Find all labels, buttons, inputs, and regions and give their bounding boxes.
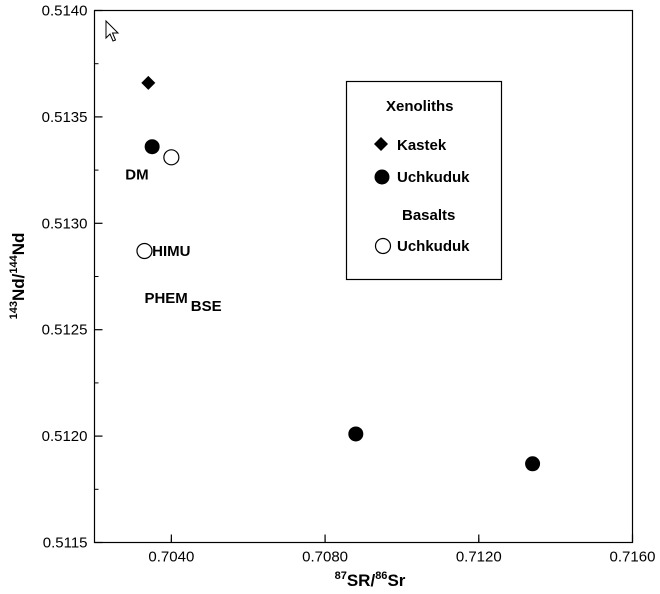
annotation-phem: PHEM BSE — [144, 290, 221, 315]
uchkuduk-xenolith-point — [525, 456, 541, 472]
y-title-sup2: 144 — [8, 254, 20, 273]
x-axis-ticks: 0.7040 0.7080 0.7120 0.7160 — [148, 534, 656, 566]
annotation-dm: DM — [125, 166, 148, 183]
uchkuduk-basalt-point — [163, 149, 180, 166]
uchkuduk-xenolith-point — [348, 426, 364, 442]
legend-open-circle-marker — [374, 237, 392, 255]
x-tick-label: 0.7080 — [302, 549, 348, 566]
annotation-himu: HIMU — [152, 243, 190, 260]
legend-diamond-marker — [374, 137, 388, 151]
y-title-sup1: 143 — [8, 301, 20, 319]
data-points — [136, 75, 541, 472]
legend-entry-kastek: Kastek — [397, 137, 447, 154]
legend-group-title-basalts: Basalts — [402, 207, 455, 224]
x-title-main2: Sr — [387, 571, 405, 590]
x-tick-label: 0.7040 — [148, 549, 194, 566]
uchkuduk-xenolith-point — [144, 139, 160, 155]
y-tick-label: 0.5140 — [42, 3, 88, 20]
x-tick-label: 0.7160 — [610, 549, 656, 566]
kastek-xenolith-point — [141, 75, 156, 90]
x-title-sup2: 86 — [375, 570, 387, 582]
y-tick-label: 0.5115 — [43, 535, 88, 552]
arrow-cursor-icon — [105, 19, 120, 42]
y-tick-label: 0.5120 — [42, 428, 88, 445]
y-axis-ticks: 0.5115 0.5120 0.5125 0.5130 0.5135 0.5140 — [42, 3, 103, 552]
y-tick-label: 0.5135 — [42, 109, 88, 126]
legend: Xenoliths Kastek Uchkuduk Basalts Uchkud… — [345, 80, 503, 281]
x-title-main1: SR/ — [347, 571, 376, 590]
legend-entry-uchkuduk-basalt: Uchkuduk — [397, 238, 470, 255]
y-title-main1: Nd/ — [9, 273, 28, 301]
annotations: DM HIMU PHEM BSE — [125, 166, 221, 314]
legend-group-title-xenoliths: Xenoliths — [386, 98, 454, 115]
x-axis-title: 87SR/86Sr — [335, 570, 406, 590]
x-tick-label: 0.7120 — [456, 549, 502, 566]
y-axis-title: 143Nd/144Nd — [8, 233, 28, 320]
y-tick-label: 0.5125 — [42, 322, 88, 339]
legend-entry-uchkuduk-xenolith: Uchkuduk — [397, 169, 470, 186]
x-title-sup1: 87 — [335, 570, 347, 582]
y-tick-label: 0.5130 — [42, 215, 88, 232]
uchkuduk-basalt-point — [136, 242, 153, 260]
legend-box — [345, 80, 503, 281]
legend-filled-circle-marker — [374, 169, 390, 185]
y-title-main2: Nd — [9, 233, 28, 256]
